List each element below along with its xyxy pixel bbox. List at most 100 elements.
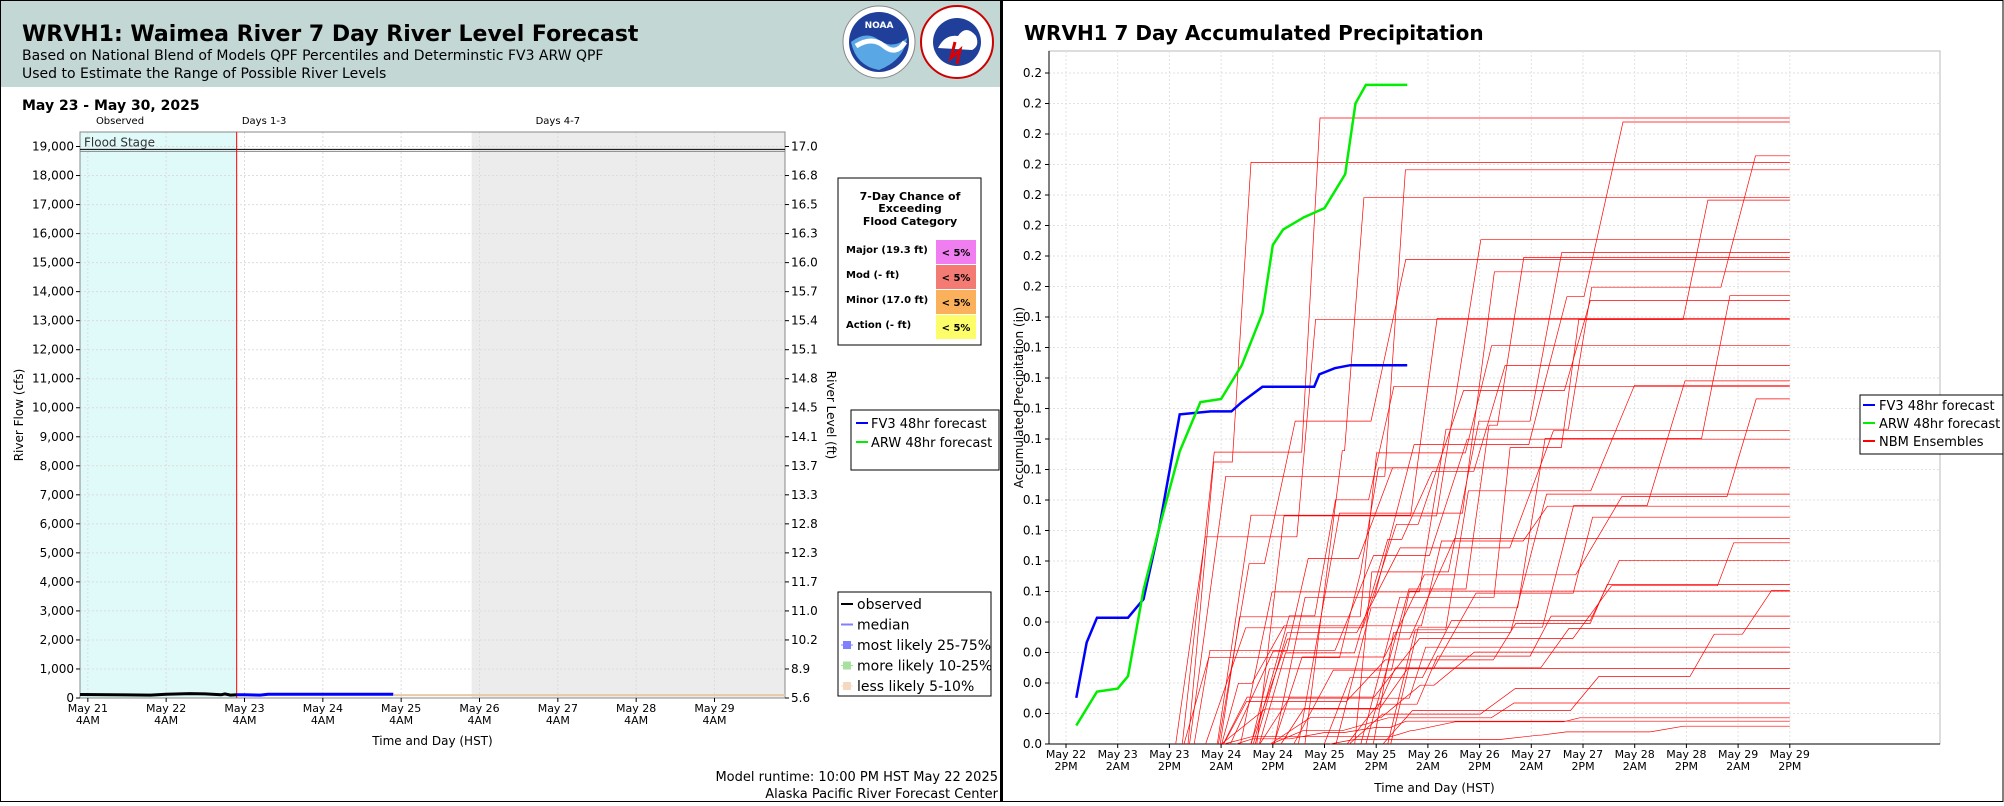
x-tick-label: 2PM (1571, 760, 1594, 773)
y-tick-label: 0.2 (1023, 66, 1042, 80)
y-tick-label: 0.1 (1023, 463, 1042, 477)
x-tick-label: May 25 (1356, 748, 1396, 761)
legend-label: NBM Ensembles (1879, 435, 1984, 450)
x-tick-label: 2PM (1054, 760, 1077, 773)
legend-label: FV3 48hr forecast (871, 417, 987, 432)
y2-tick-label: 11.7 (791, 575, 818, 589)
x-tick-label: May 29 (1770, 748, 1810, 761)
x-tick-label: 4AM (702, 714, 726, 727)
y2-tick-label: 15.1 (791, 343, 818, 357)
legend-label: median (857, 618, 909, 634)
y-axis-label: River Flow (cfs) (12, 369, 26, 462)
nbm-ensembles (1175, 117, 1790, 745)
nbm-ensemble-line (1223, 717, 1790, 745)
y-tick-label: 3,000 (40, 604, 74, 618)
nbm-ensemble-line (1298, 271, 1790, 745)
x-tick-label: 4AM (76, 714, 100, 727)
y-tick-label: 6,000 (40, 517, 74, 531)
nbm-ensemble-line (1273, 398, 1790, 745)
nbm-ensemble-line (1218, 259, 1790, 745)
x-tick-label: 2AM (1209, 760, 1233, 773)
flood-row-swatch (936, 315, 976, 339)
legend-label: less likely 5-10% (857, 679, 974, 695)
x-tick-label: 2PM (1365, 760, 1388, 773)
x-tick-label: May 28 (1666, 748, 1706, 761)
y-tick-label: 0.1 (1023, 432, 1042, 446)
y2-tick-label: 12.3 (791, 546, 818, 560)
nbm-ensemble-line (1236, 720, 1790, 745)
legend-swatch (843, 661, 851, 670)
y-tick-label: 16,000 (32, 227, 74, 241)
forecast-center: Alaska Pacific River Forecast Center (765, 787, 998, 802)
nbm-ensemble-line (1254, 430, 1790, 745)
series-fv3-48hr-forecast (1075, 363, 1408, 699)
y2-tick-label: 13.3 (791, 488, 818, 502)
y2-tick-label: 16.5 (791, 198, 818, 212)
x-tick-label: 2AM (1623, 760, 1647, 773)
y-tick-label: 0.2 (1023, 127, 1042, 141)
flood-row-label: Mod (- ft) (846, 270, 899, 281)
y-tick-label: 0.1 (1023, 493, 1042, 507)
nbm-ensemble-line (1221, 668, 1790, 745)
y-tick-label: 0 (66, 691, 74, 705)
legend-label: observed (857, 597, 922, 613)
plot-border (79, 131, 786, 699)
legend-forecast: FV3 48hr forecast ARW 48hr forecast (850, 409, 1000, 471)
nbm-ensemble-line (1382, 589, 1790, 745)
flood-row-label: Action (- ft) (846, 320, 911, 331)
x-tick-label: May 22 (1046, 748, 1086, 761)
nbm-ensemble-line (1258, 365, 1790, 745)
noaa-logo-icon: NOAA (842, 5, 916, 79)
x-tick-label: May 29 (1718, 748, 1758, 761)
x-tick-label: 4AM (467, 714, 491, 727)
legend-swatch (843, 682, 851, 690)
y-tick-label: 13,000 (32, 314, 74, 328)
x-tick-label: 2AM (1519, 760, 1543, 773)
x-tick-label: May 25 (381, 702, 421, 715)
y-tick-label: 4,000 (40, 575, 74, 589)
x-tick-label: 4AM (624, 714, 648, 727)
y-tick-label: 0.2 (1023, 249, 1042, 263)
y2-tick-label: 16.0 (791, 256, 818, 270)
series-observed (79, 692, 237, 697)
nbm-ensemble-line (1230, 467, 1790, 745)
y-tick-label: 8,000 (40, 459, 74, 473)
legend-label: ARW 48hr forecast (1879, 417, 2000, 432)
y2-tick-label: 12.8 (791, 517, 818, 531)
x-tick-label: 2AM (1416, 760, 1440, 773)
left-subtitle-2: Used to Estimate the Range of Possible R… (22, 66, 386, 82)
flood-row-label: Major (19.3 ft) (846, 245, 928, 256)
y2-tick-label: 14.5 (791, 401, 818, 415)
series-arw-48hr-forecast (1075, 83, 1408, 727)
y-tick-label: 9,000 (40, 430, 74, 444)
x-tick-label: 2AM (1726, 760, 1750, 773)
nbm-ensemble-line (1223, 584, 1790, 745)
flood-box-title-1: 7-Day Chance of (860, 190, 961, 203)
flood-row-label: Minor (17.0 ft) (846, 295, 928, 306)
x-tick-label: 2PM (1261, 760, 1284, 773)
x-axis-label: Time and Day (HST) (371, 734, 492, 748)
y-tick-label: 0.1 (1023, 310, 1042, 324)
legend-probability: observed median most likely 25-75% more lik… (837, 591, 992, 697)
left-title: WRVH1: Waimea River 7 Day River Level Fo… (22, 22, 639, 47)
precip-chart: 0.0 0.0 0.0 0.0 0.0 0.1 0.1 0.1 0.1 0.1 0.1 0.1 0.1 0… (1012, 50, 1941, 795)
y-tick-label: 0.1 (1023, 371, 1042, 385)
legend-swatch (843, 641, 851, 649)
y-tick-label: 17,000 (32, 198, 74, 212)
x-tick-label: 4AM (311, 714, 335, 727)
flood-row-value: < 5% (942, 298, 971, 309)
x-tick-label: May 27 (1511, 748, 1551, 761)
period-label: Days 1-3 (242, 116, 286, 127)
days47-band (471, 132, 785, 698)
period-label: Observed (96, 116, 144, 127)
y-tick-label: 0.2 (1023, 158, 1042, 172)
x-tick-label: May 25 (1304, 748, 1344, 761)
nbm-ensemble-line (1271, 702, 1790, 745)
flood-row-value: < 5% (942, 248, 971, 259)
x-tick-label: May 24 (1253, 748, 1293, 761)
x-tick-label: May 26 (459, 702, 499, 715)
nbm-ensemble-line (1189, 169, 1790, 745)
y-tick-label: 18,000 (32, 169, 74, 183)
y-tick-label: 0.1 (1023, 402, 1042, 416)
